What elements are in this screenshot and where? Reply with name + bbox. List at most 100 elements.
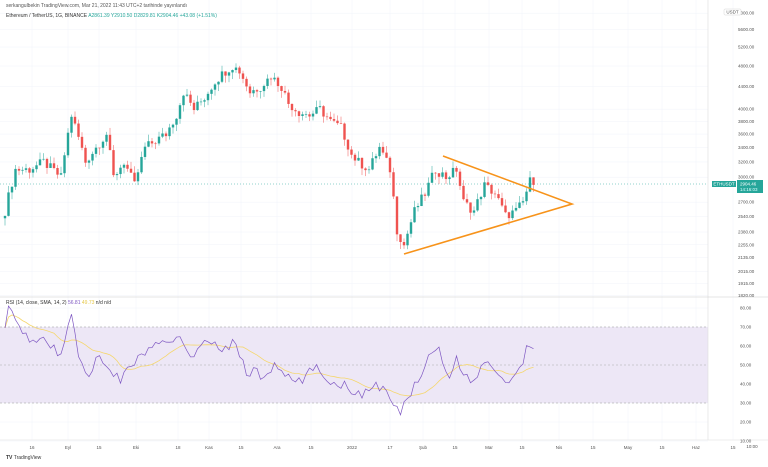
- candle: [532, 177, 535, 185]
- candle: [273, 77, 276, 80]
- candle: [217, 81, 220, 85]
- candle: [413, 207, 416, 223]
- price-tick: 2380.00: [738, 230, 755, 235]
- bar-countdown: 14:16:03: [740, 187, 758, 192]
- price-tick: 4400.00: [738, 84, 755, 89]
- candle: [98, 147, 101, 149]
- ohlc-open: A2861.39: [88, 13, 110, 19]
- candle: [234, 67, 238, 71]
- candle: [402, 242, 406, 246]
- tradingview-logo[interactable]: TV TradingView: [6, 455, 41, 461]
- candle: [427, 182, 430, 196]
- candle: [28, 168, 31, 173]
- candle: [392, 172, 395, 197]
- candle: [84, 147, 87, 163]
- time-tick: 16: [29, 445, 35, 450]
- candle: [521, 201, 525, 203]
- candle: [360, 157, 364, 169]
- candle: [339, 123, 343, 124]
- symbol-title[interactable]: Ethereum / TetherUS, 1G, BINANCE: [6, 13, 88, 19]
- candle: [115, 174, 119, 176]
- candle: [245, 78, 248, 87]
- candle: [10, 186, 14, 193]
- time-tick: Mar: [485, 445, 493, 450]
- candle: [38, 159, 42, 166]
- price-tick: 1820.00: [738, 293, 755, 298]
- candle: [241, 73, 245, 79]
- candle: [21, 169, 24, 171]
- candle: [469, 202, 472, 213]
- candle: [528, 177, 532, 192]
- price-axis[interactable]: 6000.00 5600.00 5200.00 4800.00 4400.00 4000.…: [738, 11, 755, 298]
- candle: [252, 90, 255, 94]
- candle: [388, 157, 392, 173]
- candle: [304, 114, 308, 115]
- price-change: +43.08 (+1.51%): [179, 13, 217, 19]
- candle: [108, 134, 112, 151]
- candle: [437, 173, 441, 177]
- candle: [315, 107, 318, 114]
- candle: [332, 119, 336, 121]
- candle: [91, 153, 94, 161]
- price-tick: 3800.00: [738, 119, 755, 124]
- candle: [479, 196, 483, 200]
- candle: [171, 124, 175, 128]
- candle: [367, 169, 371, 171]
- candle: [192, 102, 196, 111]
- candle: [42, 158, 45, 160]
- time-tick: Nis: [556, 445, 563, 450]
- currency-badge[interactable]: [723, 8, 742, 16]
- candle: [290, 103, 294, 111]
- candle: [175, 118, 178, 125]
- candle: [430, 172, 434, 183]
- candle: [70, 116, 73, 133]
- candle: [56, 168, 59, 175]
- time-axis[interactable]: 16 Eyl 15 Eki 18 Kas 15 Ara 15 2022 17 Şub 15 Mar 15 Ni…: [29, 445, 736, 450]
- candle: [455, 167, 458, 172]
- candle: [364, 168, 367, 171]
- rsi-line: [4, 305, 534, 416]
- candle: [136, 172, 140, 182]
- candle: [318, 106, 322, 108]
- ohlc-low: D2829.81: [133, 13, 156, 19]
- candle: [168, 127, 171, 137]
- candle: [301, 114, 304, 116]
- time-tick: Ara: [273, 445, 281, 450]
- candle: [381, 146, 385, 153]
- candle: [80, 136, 84, 148]
- price-tick: 3400.00: [738, 145, 755, 150]
- candle: [101, 141, 105, 148]
- candle: [336, 120, 339, 124]
- rsi-label[interactable]: RSI (14, close, SMA, 14, 2): [6, 300, 67, 306]
- candle: [255, 90, 259, 92]
- triangle-pattern[interactable]: [403, 155, 575, 255]
- symbol-legend: Ethereum / TetherUS, 1G, BINANCE A2861.3…: [6, 13, 217, 19]
- rsi-tick: 30.00: [740, 401, 752, 406]
- candle: [294, 110, 297, 112]
- candle: [178, 105, 182, 119]
- candle: [224, 71, 227, 76]
- candle: [52, 163, 56, 169]
- candle: [203, 100, 206, 102]
- candle: [161, 133, 164, 137]
- candle: [126, 164, 129, 169]
- price-tick: 3200.00: [738, 159, 755, 164]
- candle: [434, 172, 437, 174]
- candle: [129, 168, 133, 173]
- candle: [514, 207, 518, 211]
- candle: [462, 185, 465, 200]
- candle: [147, 141, 150, 147]
- rsi-axis[interactable]: 80.00 70.00 60.00 50.00 40.00 30.00 20.00 10.00: [740, 306, 752, 444]
- candle: [266, 78, 269, 86]
- time-tick: Eyl: [65, 445, 71, 450]
- rsi-tick: 20.00: [740, 420, 752, 425]
- candle: [94, 147, 98, 154]
- candle: [465, 199, 469, 203]
- price-tick: 3600.00: [738, 132, 755, 137]
- candles: [3, 63, 535, 250]
- symbol-price-tag: [712, 181, 736, 187]
- last-price-value: 2904.46: [740, 182, 757, 187]
- candle: [409, 222, 413, 234]
- rsi-tick: 70.00: [740, 325, 752, 330]
